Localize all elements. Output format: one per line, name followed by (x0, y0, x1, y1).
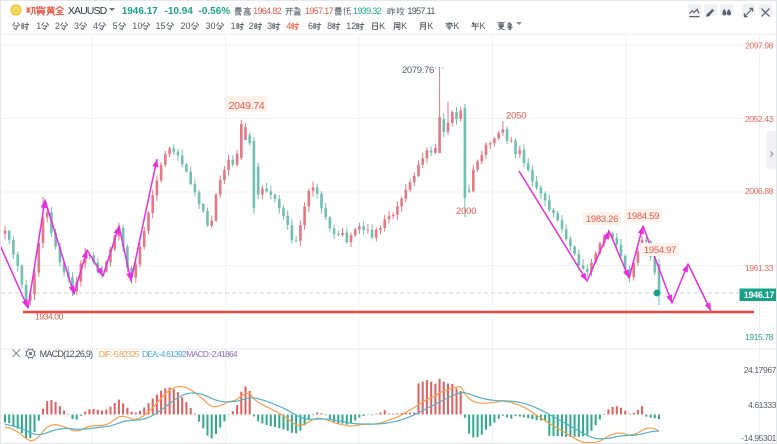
svg-text:2000: 2000 (456, 206, 476, 217)
svg-text:2052.43: 2052.43 (745, 114, 774, 124)
svg-text:DEA:-4.61392: DEA:-4.61392 (142, 349, 187, 359)
svg-text:1961.33: 1961.33 (745, 263, 774, 273)
svg-text:2079.76: 2079.76 (402, 65, 434, 76)
svg-text:1934.00: 1934.00 (35, 312, 64, 322)
svg-text:DIF:-5.82325: DIF:-5.82325 (99, 349, 140, 359)
svg-text:›: › (770, 147, 774, 161)
svg-text:MACD:-2.41864: MACD:-2.41864 (186, 349, 238, 359)
svg-text:24.17967: 24.17967 (744, 365, 777, 375)
svg-text:2006.88: 2006.88 (745, 186, 774, 196)
svg-text:2049.74: 2049.74 (229, 100, 265, 112)
svg-text:1946.17: 1946.17 (744, 290, 775, 300)
svg-text:MACD(12,26,9): MACD(12,26,9) (40, 349, 94, 359)
svg-text:1984.59: 1984.59 (627, 211, 659, 222)
svg-text:2050: 2050 (506, 111, 526, 122)
svg-text:1954.97: 1954.97 (644, 245, 676, 256)
svg-text:-14.95301: -14.95301 (741, 433, 776, 443)
svg-text:4.61333: 4.61333 (748, 400, 777, 410)
svg-text:1915.78: 1915.78 (745, 332, 774, 342)
svg-text:2097.98: 2097.98 (745, 41, 774, 51)
svg-text:1983.26: 1983.26 (586, 214, 618, 225)
